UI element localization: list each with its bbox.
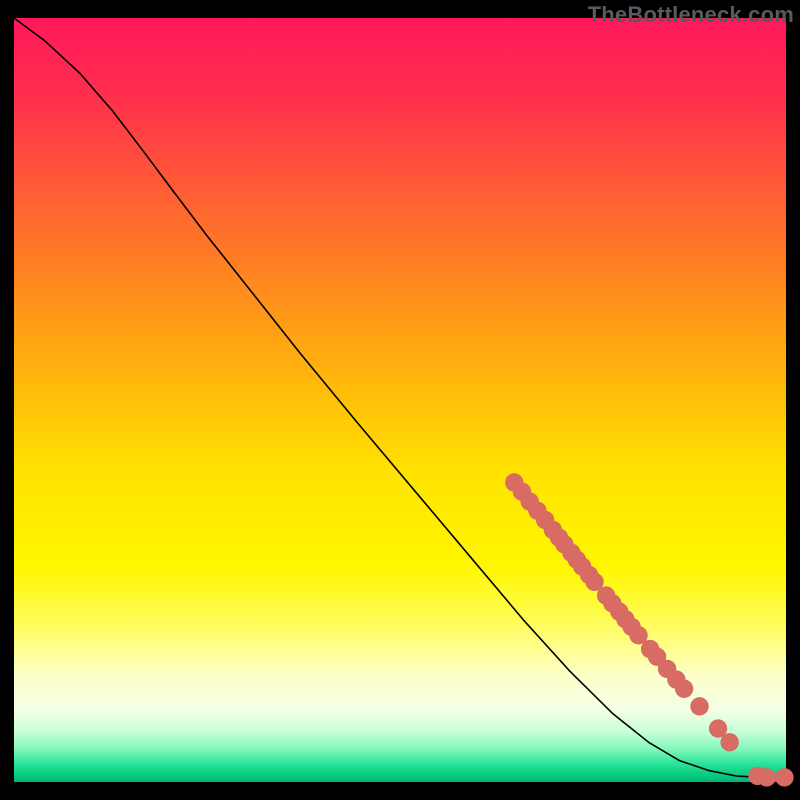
watermark-text: TheBottleneck.com	[588, 2, 794, 28]
marker-dot	[775, 768, 793, 786]
marker-dot	[690, 697, 708, 715]
marker-dot	[720, 733, 738, 751]
chart-svg	[0, 0, 800, 800]
chart-stage: TheBottleneck.com	[0, 0, 800, 800]
marker-dot	[675, 680, 693, 698]
marker-dot	[758, 768, 776, 786]
